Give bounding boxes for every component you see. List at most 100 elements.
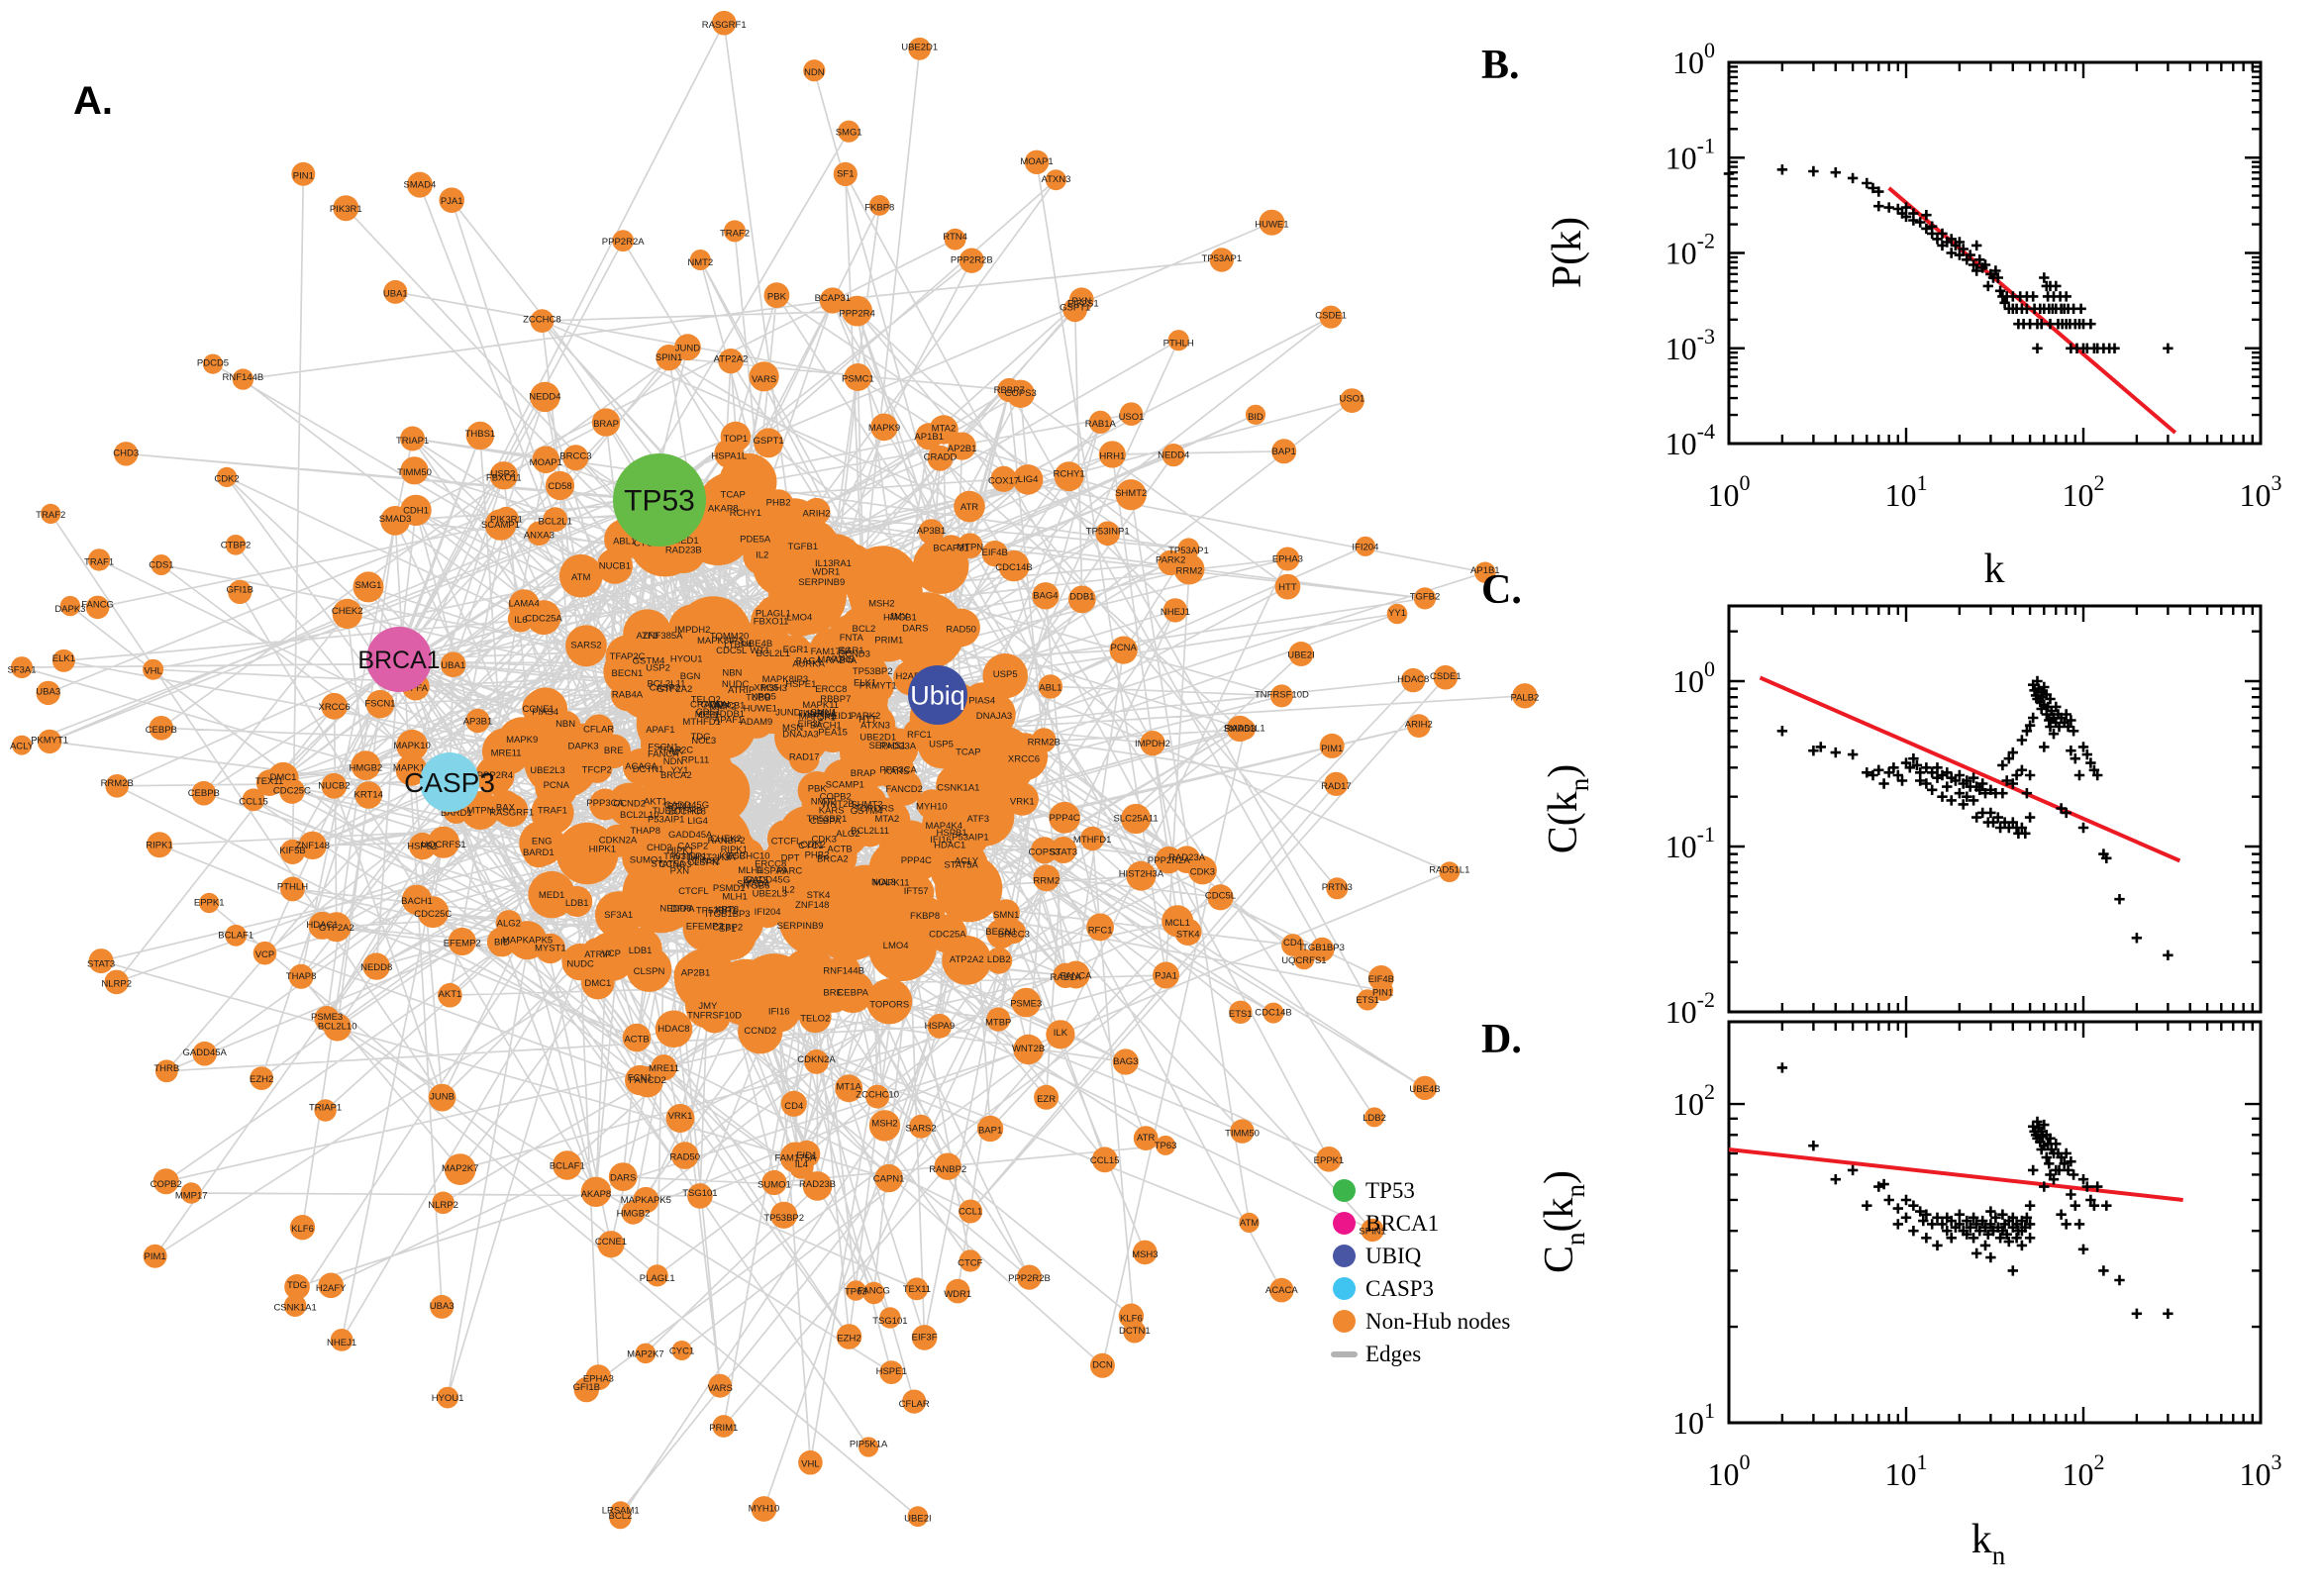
svg-text:101: 101	[1885, 1449, 1928, 1492]
network-hubs: TP53 BRCA1 CASP3 Ubiq	[357, 453, 967, 812]
svg-text:EZR: EZR	[1037, 1094, 1056, 1105]
svg-text:FSCN1: FSCN1	[648, 743, 678, 753]
ubiq-dot-icon	[1333, 1245, 1356, 1267]
svg-text:MYH10: MYH10	[749, 1504, 780, 1515]
svg-text:CTCFL: CTCFL	[771, 837, 802, 848]
svg-text:CD4: CD4	[784, 1101, 803, 1112]
svg-text:TP53BP1: TP53BP1	[696, 906, 737, 917]
svg-text:FAM175A: FAM175A	[774, 1153, 816, 1164]
svg-text:CSNK1A1: CSNK1A1	[273, 1303, 316, 1314]
svg-text:TFAP2C: TFAP2C	[657, 746, 693, 756]
svg-text:MLH1: MLH1	[738, 865, 762, 876]
svg-text:CFLAR: CFLAR	[583, 724, 614, 735]
svg-text:TOP1: TOP1	[724, 434, 749, 445]
svg-text:GTF2A2: GTF2A2	[656, 684, 692, 695]
svg-text:SPIN1: SPIN1	[656, 352, 682, 363]
svg-text:HIPK1: HIPK1	[667, 846, 694, 856]
svg-text:BRAP: BRAP	[851, 768, 876, 779]
svg-text:BCL2L11: BCL2L11	[647, 678, 685, 689]
svg-text:LMO4: LMO4	[786, 612, 812, 623]
svg-text:100: 100	[1672, 656, 1715, 699]
svg-text:MED1: MED1	[672, 536, 698, 547]
svg-text:PIM1: PIM1	[145, 1251, 166, 1262]
svg-text:WDR1: WDR1	[944, 1289, 971, 1300]
svg-text:H2AFY: H2AFY	[316, 1283, 347, 1294]
tp53-dot-icon	[1333, 1179, 1356, 1202]
svg-text:RBBP7: RBBP7	[994, 385, 1025, 396]
svg-text:TFAP2C: TFAP2C	[610, 651, 646, 662]
svg-text:HDAC1: HDAC1	[934, 841, 965, 851]
svg-text:CHD3: CHD3	[647, 843, 672, 853]
svg-text:COPS3: COPS3	[1028, 848, 1060, 858]
svg-text:PIAS4: PIAS4	[532, 707, 558, 718]
svg-text:UBE2I: UBE2I	[1287, 650, 1314, 661]
hub-tp53: TP53	[613, 453, 706, 547]
svg-text:BAG4: BAG4	[796, 656, 821, 667]
svg-text:TCAP: TCAP	[956, 748, 980, 758]
svg-text:EIF4B: EIF4B	[981, 548, 1007, 558]
svg-text:UBE4B: UBE4B	[1409, 1084, 1440, 1095]
legend-label-brca1: BRCA1	[1365, 1210, 1440, 1236]
svg-text:PXN: PXN	[1072, 296, 1092, 307]
svg-text:HRH1: HRH1	[1099, 450, 1125, 461]
svg-text:CD4: CD4	[1283, 938, 1302, 948]
svg-text:SARS2: SARS2	[906, 1124, 937, 1135]
svg-text:BCLAF1: BCLAF1	[550, 1161, 585, 1172]
svg-text:TRIAP1: TRIAP1	[309, 1103, 342, 1114]
svg-text:IMPDH2: IMPDH2	[1135, 739, 1170, 749]
nonhub-dot-icon	[1333, 1310, 1356, 1333]
svg-text:RRM2: RRM2	[1033, 876, 1060, 887]
svg-text:UBA1: UBA1	[383, 288, 408, 299]
svg-text:EFEMP2: EFEMP2	[686, 922, 724, 933]
svg-text:CDC5L: CDC5L	[716, 646, 747, 656]
svg-text:TP63: TP63	[845, 1286, 867, 1297]
svg-text:FAM175A: FAM175A	[811, 647, 853, 657]
svg-text:SUMO1: SUMO1	[758, 1179, 791, 1190]
svg-text:SF1: SF1	[837, 169, 854, 180]
svg-text:PPP3CA: PPP3CA	[586, 798, 624, 809]
svg-text:RFC1: RFC1	[1088, 925, 1113, 936]
svg-text:RAD23B: RAD23B	[665, 546, 702, 556]
chart-c-axes	[1727, 606, 2263, 1014]
svg-text:HYOU1: HYOU1	[432, 1393, 464, 1404]
svg-text:MRE11: MRE11	[649, 1063, 679, 1074]
svg-text:MOAP1: MOAP1	[1020, 156, 1053, 167]
svg-text:YY1: YY1	[1388, 608, 1406, 619]
svg-text:ATP2A2: ATP2A2	[950, 954, 984, 965]
chart-c-points	[1776, 675, 2173, 960]
svg-text:BECN1: BECN1	[985, 927, 1017, 938]
svg-text:IL2: IL2	[756, 550, 768, 561]
svg-text:101: 101	[1885, 470, 1928, 513]
svg-text:EFEMP2: EFEMP2	[444, 939, 481, 949]
svg-text:ZCCHC10: ZCCHC10	[727, 850, 770, 861]
panel-c-label: C.	[1481, 567, 1522, 613]
svg-text:DCN: DCN	[1092, 1359, 1113, 1370]
svg-text:STAT5A: STAT5A	[944, 860, 978, 871]
svg-text:CHEK2: CHEK2	[332, 606, 363, 617]
svg-text:LDB2: LDB2	[1363, 1113, 1386, 1124]
svg-text:NEDD4: NEDD4	[1158, 449, 1189, 460]
svg-text:MED1: MED1	[539, 890, 564, 901]
svg-text:NMT2: NMT2	[811, 796, 837, 807]
hub-casp3: CASP3	[404, 752, 495, 812]
svg-text:FNTA: FNTA	[840, 633, 864, 644]
svg-text:DDB1: DDB1	[1069, 592, 1094, 603]
svg-text:IFI204: IFI204	[1352, 543, 1378, 553]
svg-text:BCL2: BCL2	[853, 624, 876, 635]
svg-text:CEBPA: CEBPA	[837, 988, 868, 999]
svg-text:THRB: THRB	[677, 805, 703, 816]
svg-text:DPT: DPT	[781, 853, 800, 864]
svg-text:CD58: CD58	[548, 481, 571, 492]
network-node-labels: CDK3 CCND2 COPS3 UBA3 ACACA FBXO11 ZCCHC10 MTHF…	[7, 20, 1539, 1524]
svg-text:NLRP2: NLRP2	[101, 979, 132, 990]
svg-text:THRB: THRB	[153, 1063, 179, 1074]
svg-text:WNT2B: WNT2B	[1012, 1044, 1045, 1054]
svg-text:PSME3: PSME3	[1010, 999, 1042, 1010]
svg-text:KRT14: KRT14	[354, 789, 382, 800]
svg-text:ACACA: ACACA	[625, 761, 657, 772]
svg-text:TNFRSF10D: TNFRSF10D	[687, 1011, 742, 1022]
svg-text:PIAS4: PIAS4	[968, 695, 995, 706]
svg-text:CLSPN: CLSPN	[634, 966, 665, 977]
